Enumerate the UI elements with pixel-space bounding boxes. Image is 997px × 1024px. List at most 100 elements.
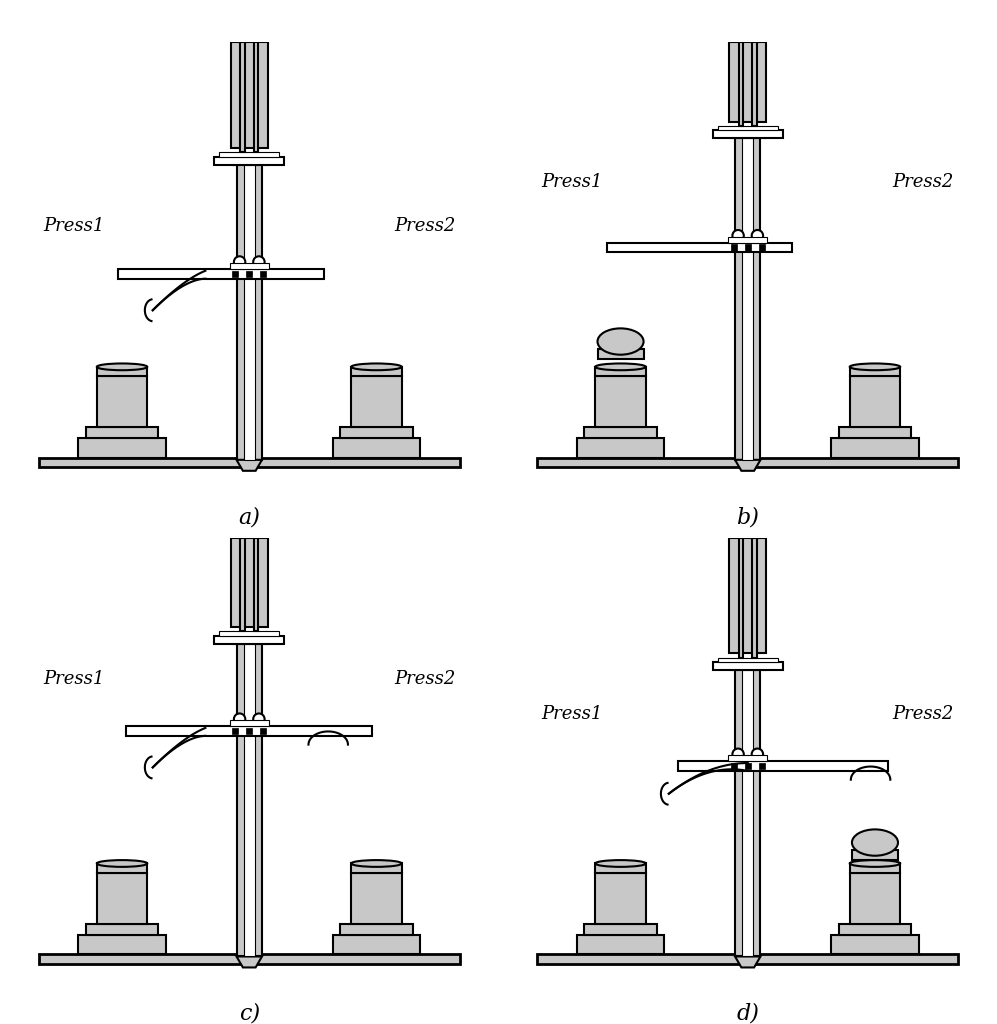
Bar xyxy=(219,632,279,636)
Bar xyxy=(731,763,737,769)
Bar xyxy=(340,427,413,438)
Text: Press1: Press1 xyxy=(43,670,105,688)
Bar xyxy=(597,349,644,359)
Bar xyxy=(240,42,245,153)
Bar xyxy=(713,663,783,670)
Bar xyxy=(537,458,958,467)
Polygon shape xyxy=(735,956,761,968)
Text: b): b) xyxy=(737,506,759,528)
Bar xyxy=(236,644,262,956)
Bar xyxy=(229,720,269,726)
Bar xyxy=(595,863,646,873)
Ellipse shape xyxy=(351,364,402,371)
Polygon shape xyxy=(236,460,262,471)
Text: c): c) xyxy=(238,1002,260,1024)
Bar xyxy=(849,873,900,924)
Bar xyxy=(731,245,737,251)
Bar xyxy=(739,42,744,126)
Text: Press1: Press1 xyxy=(541,705,603,723)
Bar xyxy=(240,539,245,632)
Bar xyxy=(246,270,252,276)
Bar xyxy=(743,670,753,956)
Bar xyxy=(230,539,268,627)
Ellipse shape xyxy=(351,860,402,867)
Bar xyxy=(584,427,657,438)
Bar xyxy=(713,130,783,138)
Text: Press2: Press2 xyxy=(892,705,954,723)
Bar xyxy=(78,438,166,458)
Bar xyxy=(759,245,765,251)
Bar xyxy=(838,427,911,438)
Bar xyxy=(214,636,284,644)
Circle shape xyxy=(733,230,744,242)
Text: Press2: Press2 xyxy=(394,670,456,688)
Bar xyxy=(232,270,238,276)
Circle shape xyxy=(253,256,264,267)
Bar xyxy=(97,377,148,427)
Bar xyxy=(831,438,919,458)
Bar xyxy=(230,42,268,147)
Text: Press2: Press2 xyxy=(394,217,456,236)
Bar xyxy=(253,539,258,632)
Ellipse shape xyxy=(97,860,148,867)
Bar xyxy=(97,367,148,377)
Ellipse shape xyxy=(97,364,148,371)
Polygon shape xyxy=(236,956,262,968)
Bar xyxy=(759,763,765,769)
Bar xyxy=(739,539,744,657)
Bar xyxy=(576,438,664,458)
Ellipse shape xyxy=(849,364,900,371)
Bar xyxy=(729,539,767,653)
Text: Press2: Press2 xyxy=(892,173,954,191)
Bar xyxy=(351,377,402,427)
Bar xyxy=(214,157,284,165)
Bar xyxy=(851,851,898,860)
Circle shape xyxy=(253,714,264,725)
Bar xyxy=(728,237,768,243)
Bar xyxy=(595,377,646,427)
Circle shape xyxy=(752,230,763,242)
Circle shape xyxy=(234,256,245,267)
Circle shape xyxy=(752,749,763,760)
Bar xyxy=(718,657,778,663)
Bar xyxy=(729,42,767,122)
Bar xyxy=(232,728,238,734)
Bar xyxy=(831,935,919,954)
Ellipse shape xyxy=(595,364,646,371)
Bar xyxy=(333,438,421,458)
Polygon shape xyxy=(735,460,761,471)
Bar xyxy=(849,863,900,873)
Bar xyxy=(236,165,262,460)
Text: d): d) xyxy=(737,1002,759,1024)
Text: Press1: Press1 xyxy=(43,217,105,236)
Bar xyxy=(743,138,753,460)
Text: a): a) xyxy=(238,506,260,528)
Bar xyxy=(333,935,421,954)
Bar xyxy=(584,924,657,935)
Bar xyxy=(86,924,159,935)
Bar xyxy=(745,763,751,769)
Circle shape xyxy=(234,714,245,725)
Bar xyxy=(253,42,258,153)
Bar xyxy=(678,761,888,771)
Bar xyxy=(576,935,664,954)
Bar xyxy=(849,377,900,427)
Bar xyxy=(735,670,761,956)
Bar xyxy=(752,539,757,657)
Bar xyxy=(537,954,958,964)
Text: Press1: Press1 xyxy=(541,173,603,191)
Bar xyxy=(229,263,269,269)
Bar xyxy=(752,42,757,126)
Bar xyxy=(118,269,324,279)
Bar xyxy=(97,863,148,873)
Bar xyxy=(244,644,254,956)
Bar xyxy=(246,728,252,734)
Bar xyxy=(728,755,768,761)
Bar xyxy=(351,863,402,873)
Bar xyxy=(595,367,646,377)
Bar xyxy=(97,873,148,924)
Bar xyxy=(718,126,778,130)
Bar xyxy=(260,270,266,276)
Bar xyxy=(595,873,646,924)
Bar xyxy=(351,367,402,377)
